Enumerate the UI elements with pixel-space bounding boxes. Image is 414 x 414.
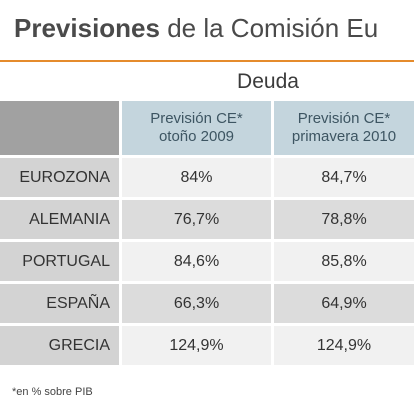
table-cell: 64,9% bbox=[321, 295, 367, 312]
row-label-background bbox=[0, 242, 120, 281]
table-row: EUROZONA 84% 84,7% bbox=[0, 158, 414, 197]
group-header-deuda: Deuda bbox=[237, 70, 299, 93]
title-rest: de la Comisión Eu bbox=[159, 13, 379, 43]
row-label: ESPAÑA bbox=[46, 295, 110, 312]
table-row: ESPAÑA 66,3% 64,9% bbox=[0, 284, 414, 323]
table-cell: 85,8% bbox=[321, 253, 367, 270]
table-cell: 78,8% bbox=[321, 211, 367, 228]
corner-cell bbox=[0, 101, 120, 155]
row-label: PORTUGAL bbox=[22, 253, 110, 270]
column-header-line1: Previsión CE* bbox=[150, 110, 243, 127]
column-header-primavera-2010: Previsión CE* primavera 2010 bbox=[274, 101, 414, 155]
row-label: EUROZONA bbox=[19, 169, 110, 186]
accent-rule bbox=[0, 60, 414, 62]
footnote: *en % sobre PIB bbox=[12, 386, 93, 398]
title-bold: Previsiones bbox=[14, 13, 160, 43]
table-cell: 84% bbox=[180, 169, 213, 186]
table-cell: 84,6% bbox=[173, 253, 220, 270]
row-label-background bbox=[0, 200, 120, 239]
row-label-background bbox=[0, 284, 120, 323]
table-row: GRECIA 124,9% 124,9% bbox=[0, 326, 414, 365]
row-label-background bbox=[0, 326, 120, 365]
column-header-line2: primavera 2010 bbox=[291, 128, 397, 145]
row-label: GRECIA bbox=[48, 337, 110, 354]
table-cell: 124,9% bbox=[316, 337, 372, 354]
table-cell: 84,7% bbox=[321, 169, 367, 186]
column-header-otono-2009: Previsión CE* otoño 2009 bbox=[122, 101, 271, 155]
table-cell: 76,7% bbox=[173, 211, 220, 228]
column-header-line2: otoño 2009 bbox=[158, 128, 235, 145]
column-header-line1: Previsión CE* bbox=[297, 110, 391, 127]
table-row: PORTUGAL 84,6% 85,8% bbox=[0, 242, 414, 281]
table-cell: 124,9% bbox=[169, 337, 224, 354]
row-label-background bbox=[0, 158, 120, 197]
chart-title: Previsiones de la Comisión Eu bbox=[14, 12, 378, 44]
row-label: ALEMANIA bbox=[29, 211, 110, 228]
table-cell: 66,3% bbox=[173, 295, 220, 312]
table-row: ALEMANIA 76,7% 78,8% bbox=[0, 200, 414, 239]
column-divider bbox=[271, 101, 274, 372]
column-divider bbox=[119, 101, 122, 372]
